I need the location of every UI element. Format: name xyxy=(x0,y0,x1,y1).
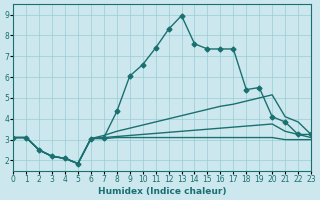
X-axis label: Humidex (Indice chaleur): Humidex (Indice chaleur) xyxy=(98,187,226,196)
